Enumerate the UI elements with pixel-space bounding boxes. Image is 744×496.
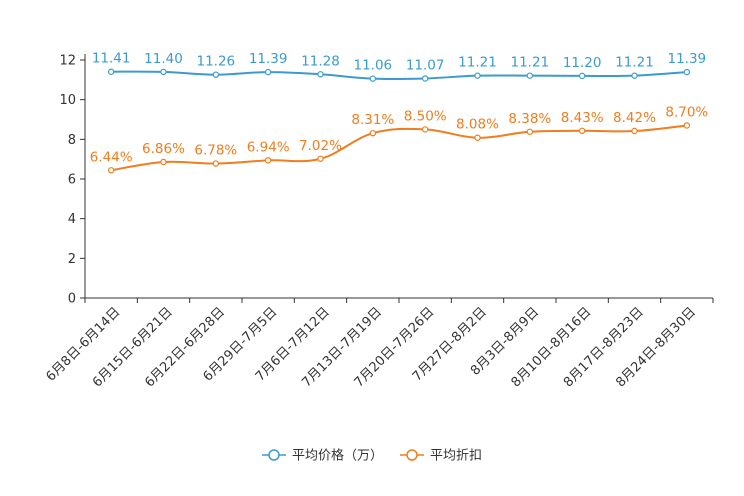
data-point[interactable]: [631, 72, 638, 79]
y-tick-label: 10: [59, 93, 76, 108]
data-point[interactable]: [264, 157, 272, 164]
data-label: 11.20: [563, 55, 602, 71]
data-label: 7.02%: [299, 138, 342, 154]
data-point[interactable]: [474, 72, 481, 79]
y-tick-label: 4: [68, 212, 76, 227]
legend[interactable]: 平均价格（万） 平均折扣: [262, 448, 482, 464]
data-point[interactable]: [578, 72, 586, 80]
data-label: 11.21: [458, 55, 497, 71]
legend-item-1[interactable]: 平均折扣: [400, 449, 482, 464]
data-point[interactable]: [421, 75, 429, 82]
data-point[interactable]: [160, 68, 167, 76]
data-label: 11.41: [92, 51, 131, 67]
data-label: 8.42%: [613, 110, 656, 126]
data-label: 8.43%: [561, 110, 604, 126]
data-label: 11.26: [197, 54, 236, 70]
data-point[interactable]: [107, 68, 115, 75]
data-label: 8.70%: [665, 104, 708, 120]
series-0: 11.41 11.40 11.26 11.39 11.28 11.06 11.07 11.21…: [92, 51, 706, 82]
data-label: 6.78%: [194, 143, 237, 159]
data-point[interactable]: [212, 71, 220, 78]
legend-item-0[interactable]: 平均价格（万）: [262, 448, 383, 464]
data-point[interactable]: [683, 122, 691, 129]
data-point[interactable]: [631, 127, 638, 135]
series-line: [111, 124, 687, 172]
data-label: 6.44%: [90, 149, 133, 165]
data-point[interactable]: [683, 68, 691, 76]
data-point[interactable]: [421, 126, 429, 133]
data-label: 8.50%: [404, 108, 447, 124]
series-line: [111, 70, 687, 81]
data-label: 8.31%: [351, 112, 394, 128]
data-label: 6.94%: [247, 139, 290, 155]
legend-label: 平均价格（万）: [292, 448, 383, 464]
data-point[interactable]: [474, 134, 481, 141]
data-label: 11.21: [615, 55, 654, 71]
data-point[interactable]: [264, 68, 272, 76]
data-label: 11.06: [354, 58, 393, 74]
legend-label: 平均折扣: [430, 449, 482, 464]
data-point[interactable]: [212, 160, 220, 167]
data-label: 8.08%: [456, 117, 499, 133]
data-point[interactable]: [369, 75, 377, 82]
series-layer: 11.41 11.40 11.26 11.39 11.28 11.06 11.07 11.21…: [90, 51, 708, 174]
x-axis: 6月8日-6月14日6月15日-6月21日6月22日-6月28日6月29日-7月…: [43, 297, 714, 390]
series-1: 6.44% 6.86% 6.78% 6.94% 7.02% 8.31% 8.50% 8.08%…: [90, 104, 708, 174]
data-point[interactable]: [578, 127, 586, 135]
y-tick-label: 8: [68, 133, 76, 148]
legend-marker-circle: [268, 449, 280, 461]
legend-marker-circle: [406, 449, 418, 461]
data-label: 11.28: [301, 53, 340, 69]
data-label: 11.07: [406, 57, 445, 73]
data-label: 11.40: [144, 51, 183, 67]
data-point[interactable]: [107, 167, 115, 174]
data-point[interactable]: [526, 72, 534, 79]
data-label: 11.39: [668, 51, 707, 67]
y-tick-label: 12: [59, 54, 76, 69]
data-label: 6.86%: [142, 141, 185, 157]
data-point[interactable]: [160, 158, 167, 166]
y-tick-label: 2: [68, 252, 76, 267]
y-axis: 0 2 4 6 8 10 12: [59, 54, 86, 307]
data-point[interactable]: [526, 128, 534, 135]
y-tick-label: 0: [68, 292, 76, 307]
data-point[interactable]: [369, 129, 377, 137]
data-label: 11.21: [511, 55, 550, 71]
data-label: 11.39: [249, 51, 288, 67]
y-tick-label: 6: [68, 173, 76, 188]
data-point[interactable]: [317, 155, 324, 162]
data-label: 8.38%: [508, 111, 551, 127]
data-point[interactable]: [317, 71, 324, 78]
